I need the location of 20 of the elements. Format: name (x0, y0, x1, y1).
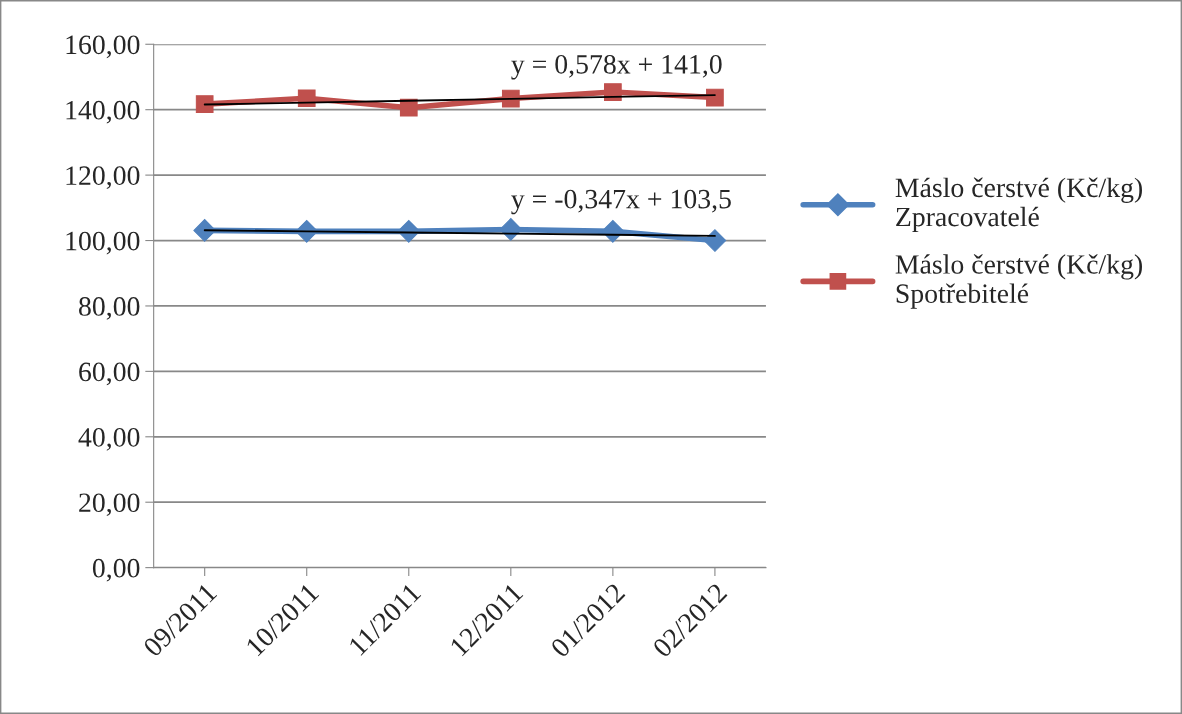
y-tick-label: 40,00 (78, 427, 140, 451)
y-tick-label: 120,00 (66, 166, 140, 190)
legend-label: Máslo čerstvé (Kč/kg) Spotřebitelé (895, 254, 1142, 309)
point (397, 220, 421, 243)
legend-label: Máslo čerstvé (Kč/kg) Zpracovatelé (895, 177, 1142, 233)
point (193, 219, 217, 242)
annotation: y = 0,578x + 141,0 (511, 54, 722, 80)
y-tick-label: 140,00 (66, 100, 140, 124)
point (706, 88, 724, 107)
point (499, 218, 523, 241)
y-tick-label: 60,00 (79, 362, 140, 386)
y-tick-label: 160,00 (66, 35, 140, 59)
y-tick-label: 20,00 (79, 493, 140, 517)
point (195, 95, 214, 113)
y-tick-label: 100,00 (66, 231, 140, 255)
y-tick-label: 0,00 (92, 558, 140, 582)
annotation: y = -0,347x + 103,5 (511, 189, 731, 215)
point (703, 229, 727, 252)
point (297, 89, 316, 108)
y-tick-label: 80,00 (79, 297, 140, 320)
